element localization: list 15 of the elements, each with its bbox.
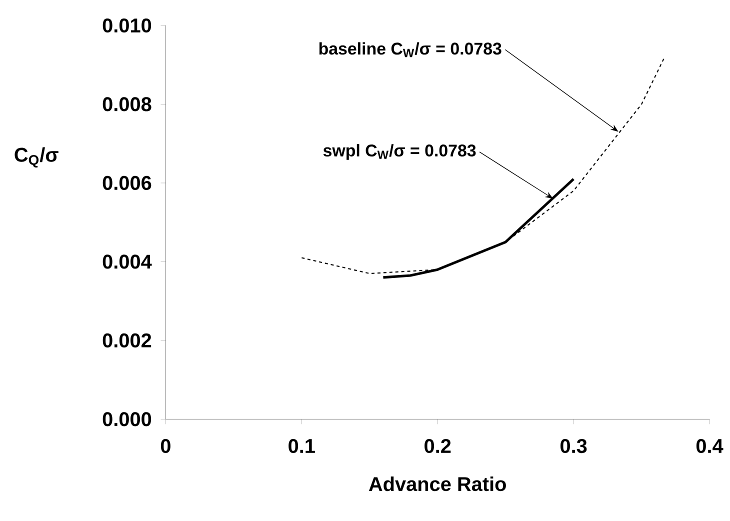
annotation: baseline C$_{W}$/σ = 0.0783 — [319, 42, 502, 57]
x-axis-title: Advance Ratio — [368, 476, 506, 492]
y-tick-label: 0.008 — [102, 97, 152, 112]
x-tick-label: 0.1 — [288, 438, 315, 453]
y-tick-label: 0.004 — [102, 254, 152, 269]
x-tick-label: 0 — [160, 438, 170, 453]
y-axis-title: C$_{Q}$/σ — [14, 147, 58, 168]
x-tick-label: 0.4 — [696, 438, 724, 453]
annotation: swpl C$_{W}$/σ = 0.0783 — [323, 144, 476, 160]
y-tick-label: 0.010 — [102, 18, 152, 32]
y-tick-label: 0.002 — [102, 333, 152, 348]
x-tick-label: 0.2 — [424, 438, 451, 453]
y-tick-label: 0.000 — [102, 412, 152, 426]
y-tick-label: 0.006 — [102, 176, 152, 190]
x-tick-label: 0.3 — [560, 438, 587, 454]
